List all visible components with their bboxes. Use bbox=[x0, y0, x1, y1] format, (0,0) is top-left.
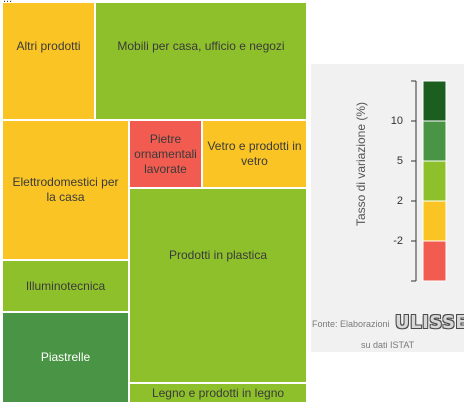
tick-label: 10 bbox=[390, 115, 403, 127]
source-prefix: Fonte: Elaborazioni bbox=[312, 319, 390, 329]
ulisse-logo: ULISSE bbox=[395, 312, 464, 333]
tile-piastrelle[interactable]: Piastrelle bbox=[3, 313, 128, 402]
tile-label: Altri prodotti bbox=[16, 39, 81, 53]
tile-legno[interactable]: Legno e prodotti in legno bbox=[130, 384, 306, 402]
tile-label: Piastrelle bbox=[40, 350, 91, 364]
tile-altri-prodotti[interactable]: Altri prodotti bbox=[3, 3, 94, 119]
tile-label: Vetro e prodotti in vetro bbox=[207, 139, 302, 168]
tile-label: Mobili per casa, ufficio e negozi bbox=[117, 39, 285, 53]
tile-prodotti-plastica[interactable]: Prodotti in plastica bbox=[130, 189, 306, 382]
tile-vetro[interactable]: Vetro e prodotti in vetro bbox=[203, 121, 306, 187]
tile-pietre-ornamentali[interactable]: Pietre ornamentali lavorate bbox=[130, 121, 201, 187]
legend-band bbox=[422, 120, 447, 162]
legend-band bbox=[422, 160, 447, 202]
cut-off-title: ... bbox=[3, 0, 12, 5]
tick-label: 2 bbox=[396, 195, 403, 207]
legend-title: Tasso di variazione (%) bbox=[354, 101, 368, 227]
tile-label: Pietre ornamentali lavorate bbox=[134, 131, 197, 176]
tile-label: Prodotti in plastica bbox=[168, 248, 268, 262]
tick-label: -2 bbox=[393, 235, 403, 247]
legend-band bbox=[422, 80, 447, 122]
tile-illuminotecnica[interactable]: Illuminotecnica bbox=[3, 261, 128, 311]
legend-band bbox=[422, 200, 447, 242]
tick-label: 5 bbox=[396, 155, 403, 167]
tile-label: Elettrodomestici per la casa bbox=[12, 175, 119, 204]
tile-elettrodomestici[interactable]: Elettrodomestici per la casa bbox=[3, 121, 128, 259]
source-suffix: su dati ISTAT bbox=[361, 340, 415, 350]
tile-label: Illuminotecnica bbox=[25, 278, 106, 293]
legend-band bbox=[422, 240, 447, 282]
tile-label: Legno e prodotti in legno bbox=[151, 385, 285, 400]
tile-mobili[interactable]: Mobili per casa, ufficio e negozi bbox=[96, 3, 306, 119]
